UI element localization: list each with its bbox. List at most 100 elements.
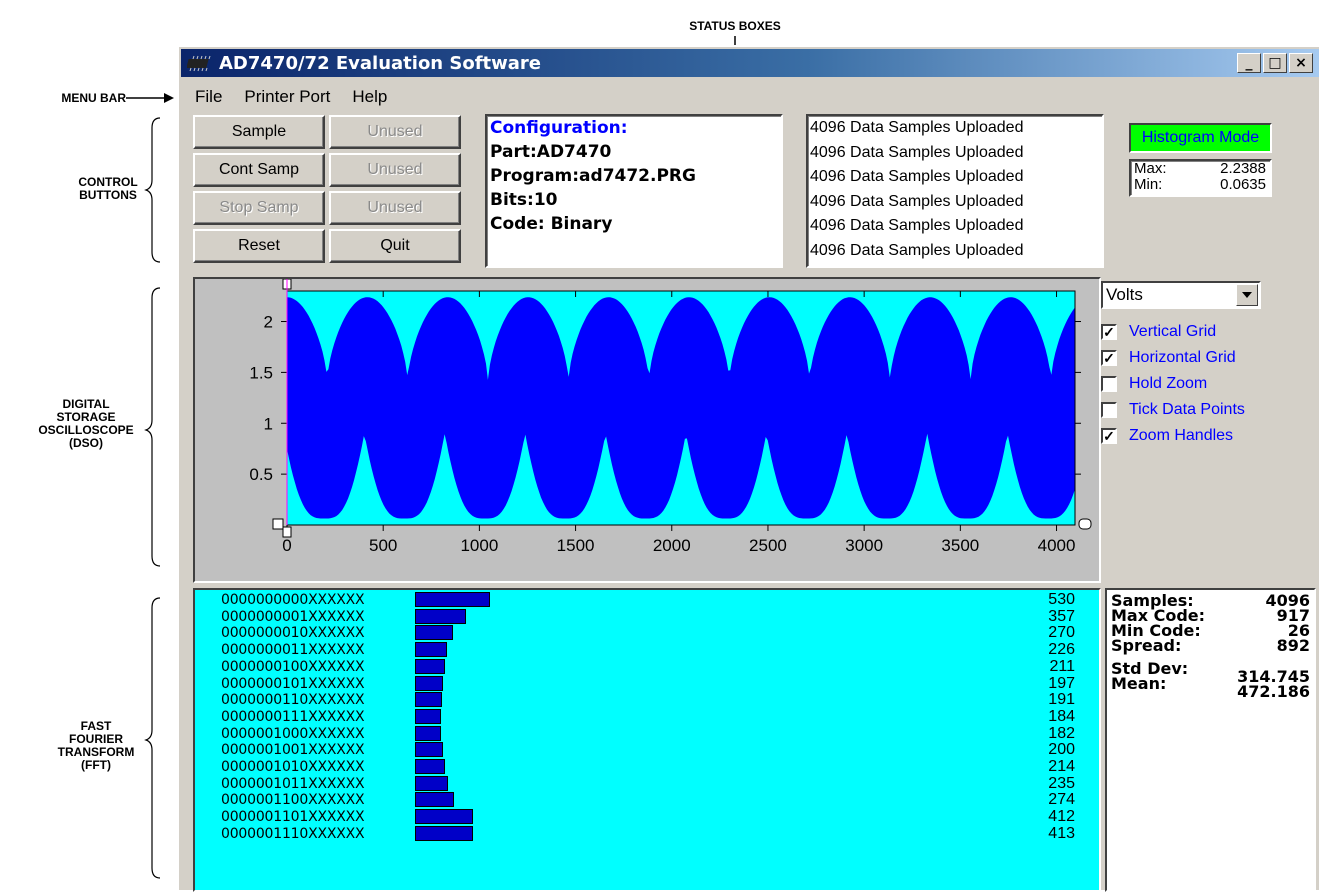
x-tick-label: 4000	[1038, 536, 1076, 555]
histogram-code: 0000000011XXXXXX	[221, 642, 364, 658]
horizontal-grid-checkbox[interactable]: ✓ Horizontal Grid	[1101, 349, 1236, 367]
status-line: 4096 Data Samples Uploaded	[808, 239, 1102, 264]
configuration-box: Configuration: Part:AD7470 Program:ad747…	[485, 114, 783, 268]
vertical-grid-checkbox[interactable]: ✓ Vertical Grid	[1101, 323, 1216, 341]
status-line: 4096 Data Samples Uploaded	[808, 190, 1102, 215]
histogram-code: 0000000101XXXXXX	[221, 676, 364, 692]
stat-label: Mean:	[1111, 674, 1166, 693]
status-line: 4096 Data Samples Uploaded	[808, 165, 1102, 190]
units-select[interactable]: Volts	[1101, 281, 1261, 309]
histogram-count: 200	[1048, 742, 1075, 758]
histogram-row: 0000000101XXXXXX 197	[195, 676, 1099, 692]
callout-line: BUTTONS	[68, 189, 148, 202]
menu-bar: File Printer Port Help	[195, 87, 387, 107]
histogram-code: 0000001110XXXXXX	[221, 826, 364, 842]
menu-printer-port[interactable]: Printer Port	[244, 87, 330, 107]
histogram-count: 413	[1048, 826, 1075, 842]
histogram-count: 226	[1048, 642, 1075, 658]
checkbox-box[interactable]: ✓	[1101, 428, 1117, 444]
stats-group-2: Std Dev: 314.745 Mean: 472.186	[1107, 659, 1314, 693]
histogram-row: 0000001101XXXXXX 412	[195, 809, 1099, 825]
status-line: 4096 Data Samples Uploaded	[808, 116, 1102, 141]
stop-samp-button[interactable]: Stop Samp	[193, 191, 325, 225]
hold-zoom-checkbox[interactable]: Hold Zoom	[1101, 375, 1207, 393]
histogram-count: 357	[1048, 609, 1075, 625]
histogram-count: 214	[1048, 759, 1075, 775]
histogram-code: 0000001010XXXXXX	[221, 759, 364, 775]
histogram-bar	[415, 692, 442, 707]
histogram-bar	[415, 659, 445, 674]
min-row: Min: 0.0635	[1131, 177, 1270, 193]
histogram-bar	[415, 776, 448, 791]
checkbox-box[interactable]: ✓	[1101, 324, 1117, 340]
stat-label: Spread:	[1111, 638, 1181, 653]
dropdown-arrow-icon	[1242, 292, 1252, 298]
stats-panel: Samples: 4096 Max Code: 917 Min Code: 26 Sp…	[1105, 588, 1316, 892]
checkbox-label: Tick Data Points	[1129, 401, 1245, 419]
histogram-code: 0000000001XXXXXX	[221, 609, 364, 625]
tick-data-points-checkbox[interactable]: Tick Data Points	[1101, 401, 1245, 419]
histogram-code: 0000001101XXXXXX	[221, 809, 364, 825]
minimize-icon: _	[1246, 56, 1253, 70]
unused-button-3[interactable]: Unused	[329, 191, 461, 225]
control-buttons-callout: CONTROL BUTTONS	[68, 176, 148, 202]
max-value: 2.2388	[1220, 161, 1266, 177]
zoom-handles-checkbox[interactable]: ✓ Zoom Handles	[1101, 427, 1233, 445]
status-messages-box[interactable]: 4096 Data Samples Uploaded 4096 Data Sam…	[806, 114, 1104, 268]
stat-value: 472.186	[1237, 682, 1310, 701]
chevron-down-icon[interactable]	[1236, 284, 1258, 306]
chip-icon	[187, 54, 213, 72]
histogram-bar	[415, 609, 466, 624]
dso-chart[interactable]: 0.5 1 1.5 2 0 500 1000 1500 2000 2500 3000 3500 4000	[195, 279, 1099, 581]
histogram-code: 0000001000XXXXXX	[221, 726, 364, 742]
mode-indicator: Histogram Mode	[1129, 123, 1272, 153]
histogram-code: 0000000010XXXXXX	[221, 625, 364, 641]
histogram-code: 0000000000XXXXXX	[221, 592, 364, 608]
histogram-count: 274	[1048, 792, 1075, 808]
checkbox-box[interactable]: ✓	[1101, 350, 1117, 366]
minimize-button[interactable]: _	[1237, 53, 1261, 73]
dso-plot[interactable]: 0.5 1 1.5 2 0 500 1000 1500 2000 2500 3000 3500 4000	[193, 277, 1101, 583]
histogram-bar	[415, 826, 473, 841]
x-tick-label: 500	[369, 536, 397, 555]
reset-button[interactable]: Reset	[193, 229, 325, 263]
callout-line: (FFT)	[46, 759, 146, 772]
close-button[interactable]: ×	[1289, 53, 1313, 73]
callout-line: (DSO)	[26, 437, 146, 450]
histogram-bar	[415, 759, 445, 774]
x-tick-label: 0	[282, 536, 291, 555]
checkbox-box[interactable]	[1101, 376, 1117, 392]
histogram-code: 0000000110XXXXXX	[221, 692, 364, 708]
histogram-count: 270	[1048, 625, 1075, 641]
checkbox-label: Hold Zoom	[1129, 375, 1207, 393]
histogram-bar	[415, 792, 454, 807]
sample-button[interactable]: Sample	[193, 115, 325, 149]
unused-button-1[interactable]: Unused	[329, 115, 461, 149]
menu-file[interactable]: File	[195, 87, 222, 107]
histogram-row: 0000000111XXXXXX 184	[195, 709, 1099, 725]
maximize-icon: □	[1268, 56, 1281, 70]
min-label: Min:	[1134, 177, 1162, 193]
min-max-box: Max: 2.2388 Min: 0.0635	[1129, 159, 1272, 197]
histogram-code: 0000000111XXXXXX	[221, 709, 364, 725]
title-bar[interactable]: AD7470/72 Evaluation Software _ □ ×	[181, 49, 1319, 77]
cont-samp-button[interactable]: Cont Samp	[193, 153, 325, 187]
quit-button[interactable]: Quit	[329, 229, 461, 263]
stat-row: Spread: 892	[1107, 638, 1314, 653]
min-value: 0.0635	[1220, 177, 1266, 193]
dso-callout: DIGITAL STORAGE OSCILLOSCOPE (DSO)	[26, 398, 146, 450]
units-select-value: Volts	[1106, 285, 1143, 305]
unused-button-2[interactable]: Unused	[329, 153, 461, 187]
histogram-count: 184	[1048, 709, 1075, 725]
x-tick-label: 1000	[460, 536, 498, 555]
menu-help[interactable]: Help	[352, 87, 387, 107]
config-program: Program:ad7472.PRG	[487, 164, 781, 188]
histogram-panel[interactable]: 0000000000XXXXXX 530 0000000001XXXXXX 357 00…	[193, 588, 1101, 892]
status-line: 4096 Data Samples Uploaded	[808, 141, 1102, 166]
histogram-count: 182	[1048, 726, 1075, 742]
y-tick-label: 2	[264, 313, 273, 332]
maximize-button[interactable]: □	[1263, 53, 1287, 73]
configuration-heading: Configuration:	[487, 116, 781, 140]
checkbox-box[interactable]	[1101, 402, 1117, 418]
histogram-bar	[415, 592, 490, 607]
